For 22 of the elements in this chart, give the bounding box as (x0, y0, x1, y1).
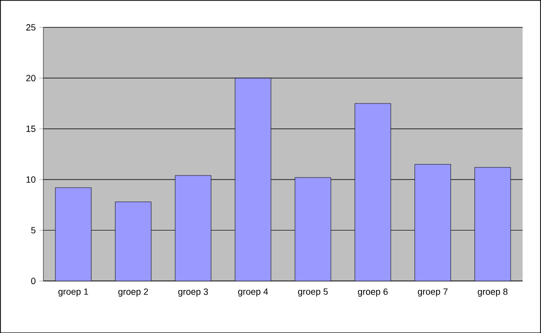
y-tick-label: 0 (31, 278, 36, 284)
x-tick-label: groep 5 (298, 288, 328, 296)
bar (414, 164, 451, 281)
y-tick-label: 25 (26, 24, 36, 30)
y-tick-label: 15 (26, 126, 36, 132)
x-tick-label: groep 2 (118, 288, 148, 296)
y-tick-label: 10 (26, 176, 36, 183)
x-tick-label: groep 3 (178, 288, 208, 296)
x-tick-label: groep 7 (418, 288, 448, 296)
bar (354, 103, 392, 281)
x-tick-label: groep 8 (478, 288, 508, 296)
bar (474, 167, 511, 281)
y-tick-label: 5 (31, 226, 36, 234)
x-tick-label: groep 6 (358, 288, 388, 296)
x-tick-label: groep 4 (238, 288, 268, 296)
bar (234, 78, 272, 281)
x-tick-label: groep 1 (58, 288, 88, 296)
y-tick-label: 20 (26, 74, 36, 82)
bar (115, 202, 152, 281)
bar (174, 175, 212, 281)
bar (294, 177, 332, 281)
bar (55, 187, 92, 281)
